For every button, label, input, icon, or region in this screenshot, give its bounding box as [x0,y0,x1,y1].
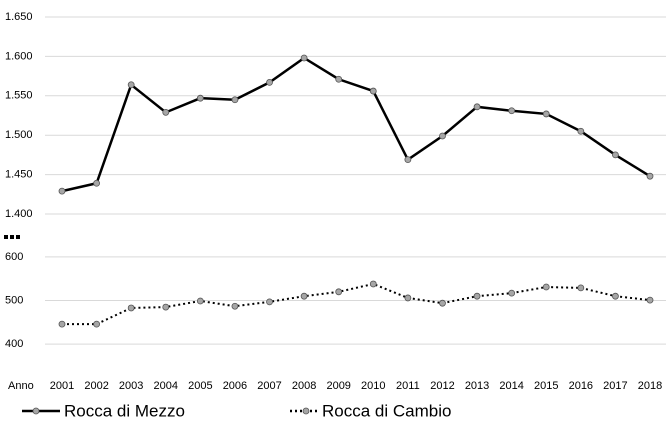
x-tick-label: 2013 [465,380,489,392]
x-tick-label: 2017 [603,380,627,392]
x-tick-label: 2004 [154,380,178,392]
x-tick-label: 2002 [84,380,108,392]
x-tick-label: 2005 [188,380,212,392]
series-line [61,56,651,193]
marker [577,127,585,135]
marker [93,320,100,328]
marker [612,151,619,159]
legend-marker [32,407,40,415]
marker [646,296,654,304]
legend-label: Rocca di Cambio [322,401,451,420]
marker [300,54,308,62]
legend-label: Rocca di Mezzo [64,401,185,420]
marker [231,302,239,310]
y-tick-label: 1.650 [5,11,33,23]
marker [335,75,343,83]
y-tick-label: 500 [5,294,23,306]
x-tick-label: 2016 [569,380,593,392]
x-tick-label: 2001 [50,380,74,392]
marker [369,280,377,288]
marker [196,297,204,305]
x-tick-label: 2014 [499,380,523,392]
marker [231,96,239,104]
x-tick-label: 2007 [257,380,281,392]
y-tick-label: 1.400 [5,208,33,220]
marker [439,132,446,140]
marker [58,187,66,195]
marker [542,110,550,118]
marker [127,304,135,312]
y-tick-label: 1.550 [5,90,33,102]
x-tick-label: 2010 [361,380,385,392]
marker [404,294,412,302]
series-line [62,282,651,326]
marker [162,108,170,116]
marker [266,79,273,86]
axis-break [4,235,8,239]
marker [473,292,481,300]
marker [58,320,66,328]
y-tick-label: 1.450 [5,169,33,181]
x-tick-label: 2018 [638,380,662,392]
marker [508,107,516,115]
marker [266,298,273,306]
marker [162,303,170,311]
marker [439,299,446,307]
axis-break [16,235,20,239]
x-tick-label: 2015 [534,380,558,392]
marker [612,292,619,300]
marker [93,179,100,187]
x-tick-label: 2008 [292,380,316,392]
y-tick-label: 400 [5,338,23,350]
marker [127,81,135,89]
legend-marker [302,407,310,415]
marker [542,283,550,291]
x-axis-label: Anno [8,380,34,392]
y-tick-label: 1.600 [5,50,33,62]
y-tick-label: 600 [5,251,23,263]
marker [508,289,516,297]
marker [196,94,204,102]
x-tick-label: 2012 [430,380,454,392]
marker [473,103,481,111]
marker [300,292,308,300]
marker [404,156,412,164]
axis-break [10,235,14,239]
marker [369,87,377,95]
x-tick-label: 2011 [396,380,420,392]
x-tick-label: 2006 [223,380,247,392]
y-tick-label: 1.500 [5,129,33,141]
x-tick-label: 2009 [326,380,350,392]
marker [335,288,343,296]
marker [577,284,585,292]
marker [646,172,654,180]
x-tick-label: 2003 [119,380,143,392]
